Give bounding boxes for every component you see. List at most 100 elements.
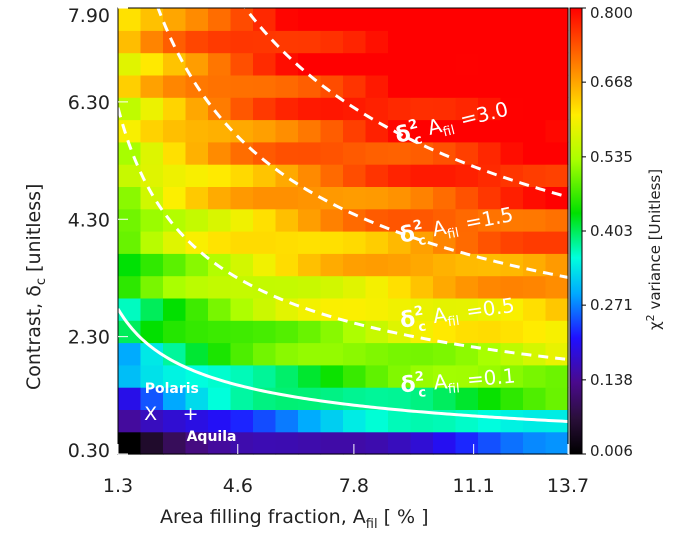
svg-text:χ2 variance [Unitless]: χ2 variance [Unitless] <box>644 169 664 330</box>
heatmap-cell <box>230 74 254 98</box>
heatmap-cell <box>185 97 209 121</box>
heatmap-cell <box>365 186 389 210</box>
heatmap-cell <box>208 431 232 455</box>
heatmap-cell <box>455 74 479 98</box>
heatmap-cell <box>118 409 142 433</box>
heatmap-cell <box>365 164 389 187</box>
heatmap-cell <box>140 342 164 366</box>
heatmap-cell <box>410 297 434 321</box>
heatmap-cell <box>140 231 164 254</box>
heatmap-cell <box>500 164 524 187</box>
heatmap-cell <box>388 431 412 455</box>
heatmap-cell <box>343 409 367 433</box>
heatmap-cell <box>500 52 524 76</box>
heatmap-cell <box>208 74 232 98</box>
heatmap-cell <box>298 342 322 366</box>
heatmap-cell <box>365 119 389 143</box>
heatmap-cell <box>545 97 569 121</box>
heatmap-cell <box>523 208 547 232</box>
svg-text:Area filling fraction, Afil[ %: Area filling fraction, Afil[ % ] <box>160 506 429 532</box>
heatmap-cell <box>230 409 254 433</box>
heatmap-cell <box>298 186 322 210</box>
heatmap-cell <box>343 342 367 366</box>
heatmap-cell <box>410 320 434 344</box>
heatmap-cell <box>253 231 277 254</box>
heatmap-cell <box>185 30 209 54</box>
heatmap-cell <box>208 253 232 277</box>
heatmap-cell <box>208 297 232 321</box>
colorbar <box>569 7 583 455</box>
heatmap-cell <box>433 320 457 344</box>
heatmap-cell <box>433 30 457 54</box>
heatmap-cell <box>500 208 524 232</box>
heatmap-cell <box>208 52 232 76</box>
heatmap-cell <box>253 30 277 54</box>
heatmap-cell <box>253 119 277 143</box>
heatmap-cell <box>163 141 187 165</box>
heatmap-cell <box>433 164 457 187</box>
colorbar-tick-label: 0.800 <box>590 4 633 22</box>
heatmap-cell <box>140 30 164 54</box>
heatmap-cell <box>343 431 367 455</box>
heatmap-cell <box>320 186 344 210</box>
heatmap-cell <box>298 409 322 433</box>
heatmap-cell <box>365 431 389 455</box>
heatmap-cell <box>118 52 142 76</box>
heatmap-cell <box>320 231 344 254</box>
heatmap-cell <box>478 409 502 433</box>
heatmap-cell <box>455 8 479 31</box>
colorbar-label: χ2 variance [Unitless] <box>644 169 664 330</box>
heatmap-cell <box>455 253 479 277</box>
heatmap-cell <box>230 164 254 187</box>
heatmap-cell <box>185 253 209 277</box>
heatmap-cell <box>455 387 479 410</box>
heatmap-cell <box>118 231 142 254</box>
heatmap-cell <box>343 164 367 187</box>
heatmap-cell <box>298 74 322 98</box>
heatmap-cell <box>410 164 434 187</box>
heatmap-cell <box>230 231 254 254</box>
heatmap-cell <box>433 364 457 388</box>
heatmap-cell <box>478 141 502 165</box>
heatmap-cell <box>140 74 164 98</box>
heatmap-cell <box>208 186 232 210</box>
heatmap-cell <box>185 387 209 410</box>
heatmap-cell <box>388 320 412 344</box>
heatmap-cell <box>118 297 142 321</box>
heatmap-cell <box>118 275 142 299</box>
heatmap-cell <box>410 387 434 410</box>
heatmap-cell <box>140 364 164 388</box>
heatmap-cell <box>433 431 457 455</box>
heatmap-cell <box>320 30 344 54</box>
heatmap-cell <box>365 409 389 433</box>
heatmap-cell <box>343 231 367 254</box>
heatmap-cell <box>545 297 569 321</box>
heatmap-cell <box>523 275 547 299</box>
heatmap-cell <box>545 275 569 299</box>
heatmap-cell <box>208 275 232 299</box>
heatmap-cell <box>298 164 322 187</box>
heatmap-cell <box>455 30 479 54</box>
heatmap-cell <box>208 30 232 54</box>
heatmap-cell <box>320 297 344 321</box>
heatmap-cell <box>343 30 367 54</box>
heatmap-cell <box>455 119 479 143</box>
y-axis-label: Contrast, δc[unitless] <box>23 184 49 390</box>
heatmap-cell <box>343 141 367 165</box>
heatmap-cell <box>343 8 367 31</box>
heatmap-cell <box>478 97 502 121</box>
heatmap-cell <box>320 431 344 455</box>
heatmap-cell <box>163 253 187 277</box>
heatmap-cell <box>365 97 389 121</box>
heatmap-cell <box>230 186 254 210</box>
heatmap-cell <box>275 275 299 299</box>
marker-label: Polaris <box>145 381 199 397</box>
plot-frame <box>117 7 569 455</box>
heatmap-cell <box>118 186 142 210</box>
heatmap-cell <box>118 8 142 31</box>
heatmap-cell <box>118 30 142 54</box>
heatmap-cell <box>230 364 254 388</box>
heatmap-cell <box>320 141 344 165</box>
heatmap-cell <box>140 387 164 410</box>
heatmap-cell <box>343 297 367 321</box>
